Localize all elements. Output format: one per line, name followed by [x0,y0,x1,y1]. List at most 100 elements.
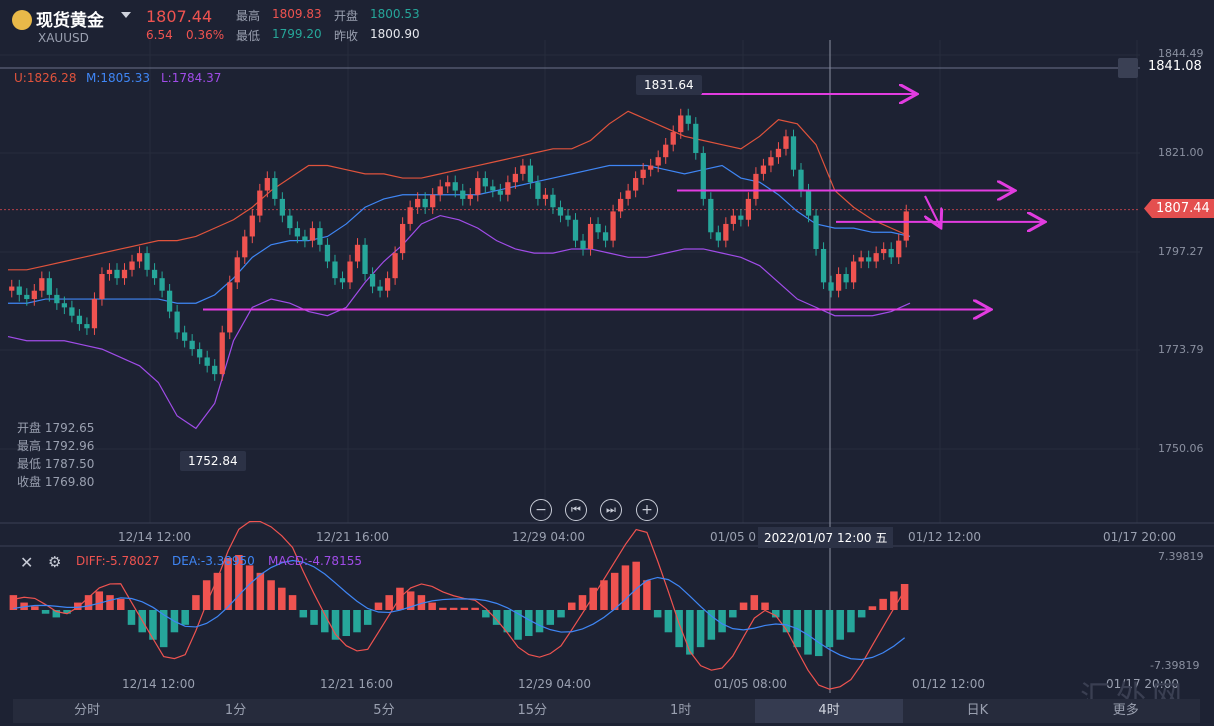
candle-body [760,165,767,174]
candle-body [835,274,842,291]
candle-body [738,215,744,220]
candle-body [219,332,225,375]
macd-axis-top: 7.39819 [1158,550,1204,563]
tab-timeframe[interactable]: 15分 [517,703,548,718]
macd-bar [482,610,490,618]
macd-bar [127,610,136,625]
candle-body [783,136,789,149]
candle-body [685,115,691,124]
macd-bar [643,580,651,610]
macd-bar [181,610,189,625]
x-axis-tick: 12/14 12:00 [118,530,191,544]
candle-body [279,198,285,216]
candle-body [708,198,714,233]
candle-body [407,207,413,224]
candle-body [858,257,864,262]
macd-bar [836,610,844,640]
price-axis-tick: 1797.27 [1158,245,1204,258]
macd-bar [696,610,705,648]
x-axis-tick: 12/29 04:00 [512,530,585,544]
candle-body [392,253,398,279]
gear-icon[interactable]: ⚙ [48,553,62,571]
tab-timeframe-active[interactable]: 4时 [754,699,904,723]
tab-timeframe[interactable]: 5分 [373,703,395,718]
macd-bar [74,602,82,610]
tab-more[interactable]: 更多 [1112,703,1139,718]
candle-body [317,228,323,245]
macd-bar [63,610,71,614]
macd-bar [116,598,125,610]
bell-icon[interactable] [1118,58,1138,78]
zoom-in-button[interactable]: + [636,499,658,521]
macd-bar [847,610,855,633]
candle-body [422,198,428,208]
candle-body [828,282,834,291]
timeframe-tabs: 分时 1分 5分 15分 1时 4时 日K 更多 [13,699,1200,723]
candle-body [437,186,443,195]
candle-body [84,324,90,329]
macd-bar [396,587,404,610]
candle-body [354,244,361,262]
candle-body [106,269,113,275]
candle-body [753,173,759,199]
candle-body [550,194,556,208]
close-icon[interactable]: ✕ [20,553,34,572]
candle-body [46,278,52,295]
macd-bar [321,610,329,633]
candle-body [670,132,676,145]
candle-body [557,207,564,216]
price-change: 6.54 [146,28,173,42]
candle-body [369,274,376,287]
macd-bar [439,607,447,610]
candle-body [324,244,331,262]
tab-timeframe[interactable]: 分时 [74,703,101,718]
candle-body [76,315,83,325]
prev-close-label: 昨收 [334,29,359,43]
zoom-out-button[interactable]: − [530,499,552,521]
candle-body [723,223,729,241]
macd-bar [417,595,426,610]
candle-body [775,148,782,158]
tab-timeframe[interactable]: 日K [966,703,989,718]
candle-body [24,294,30,300]
candle-body [520,165,526,174]
boll-mid-legend: M:1805.33 [86,71,151,85]
macd-bar [739,602,748,610]
instrument-symbol: XAUUSD [38,31,89,45]
macd-bar [363,610,372,625]
price-axis-tick: 1844.49 [1158,47,1204,60]
tab-timeframe[interactable]: 1时 [670,703,692,718]
macd-bar [310,610,318,625]
candle-body [197,349,203,358]
macd-bar [557,610,565,618]
next-button[interactable]: ⏭ [600,499,622,521]
candle-body [234,257,240,283]
candle-body [309,228,316,241]
prev-button[interactable]: ⏮ [565,499,587,521]
candle-body [595,223,601,233]
chevron-down-icon[interactable] [121,12,131,18]
macd-bar [267,580,275,610]
macd-x-tick: 12/14 12:00 [122,677,195,691]
candle-body [896,240,902,258]
macd-bar [84,595,93,610]
candle-body [640,169,646,179]
macd-bar [525,610,533,637]
tab-timeframe[interactable]: 1分 [224,703,247,718]
candle-body [843,274,849,283]
macd-bar [578,595,587,610]
open-value: 1800.53 [370,7,420,21]
macd-bar [686,610,694,655]
candle-body [527,165,534,183]
high-label: 最高 [236,9,261,23]
instrument-title[interactable]: 现货黄金 [36,11,104,31]
candle-body [257,190,263,216]
x-axis-tick: 12/21 16:00 [316,530,389,544]
cursor-close: 收盘 1769.80 [17,475,95,489]
prev-close-value: 1800.90 [370,27,420,41]
x-axis-tick: 01/12 12:00 [908,530,981,544]
macd-bar [514,610,522,640]
candle-body [820,248,827,283]
macd-bar [224,557,232,610]
